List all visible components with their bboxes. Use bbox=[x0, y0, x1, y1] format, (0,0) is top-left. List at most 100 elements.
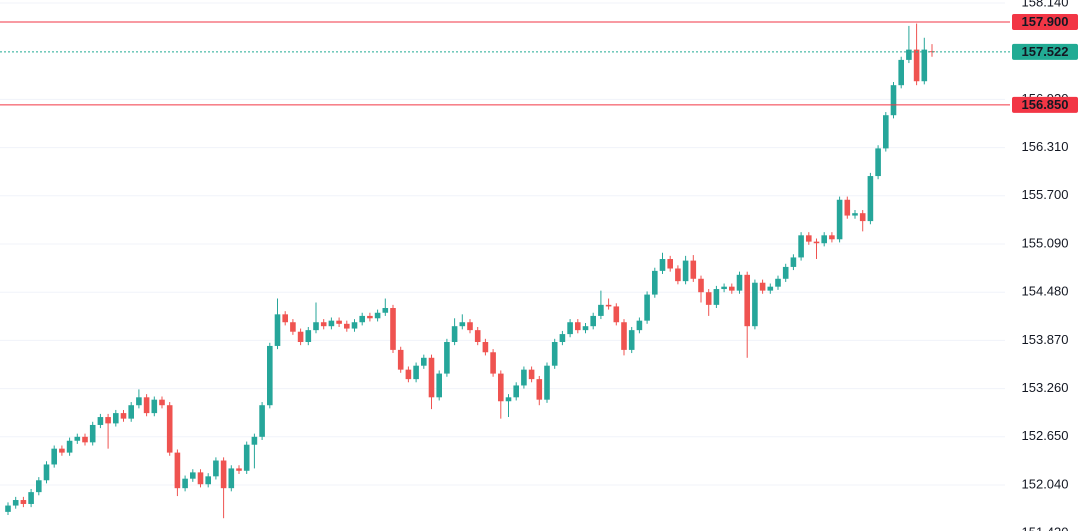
candle-body bbox=[89, 424, 96, 443]
price-badge bbox=[1012, 13, 1078, 30]
candle-body bbox=[806, 235, 812, 242]
candle-body bbox=[652, 270, 658, 295]
candle-body bbox=[12, 500, 19, 506]
candle-body bbox=[397, 349, 404, 370]
candle-body bbox=[213, 460, 219, 477]
candle-body bbox=[351, 322, 358, 329]
candle-body bbox=[290, 322, 296, 332]
candle-body bbox=[913, 49, 920, 82]
candle-body bbox=[698, 278, 704, 293]
candle-body bbox=[243, 444, 250, 471]
candle-body bbox=[621, 322, 627, 350]
y-tick-label: 152.040 bbox=[1022, 476, 1069, 491]
candle-body bbox=[498, 373, 504, 402]
candle-body bbox=[166, 405, 173, 453]
candle-body bbox=[444, 341, 450, 374]
candle-body bbox=[682, 260, 689, 282]
y-tick-label: 151.430 bbox=[1022, 525, 1069, 531]
candle-body bbox=[43, 464, 50, 481]
candle-body bbox=[413, 365, 419, 380]
candle-body bbox=[505, 397, 512, 402]
candle-body bbox=[151, 399, 158, 414]
candle-body bbox=[382, 308, 389, 313]
candle-body bbox=[559, 334, 566, 342]
candle-body bbox=[921, 49, 928, 82]
candle-body bbox=[197, 472, 204, 485]
candle-body bbox=[74, 436, 81, 441]
candle-body bbox=[428, 357, 435, 398]
candle-body bbox=[752, 282, 758, 327]
candle-body bbox=[328, 320, 335, 327]
price-label: 157.900 bbox=[1022, 14, 1069, 29]
candle-body bbox=[836, 199, 843, 240]
candle-body bbox=[575, 322, 581, 331]
y-tick-label: 155.700 bbox=[1022, 187, 1069, 202]
candle-body bbox=[721, 286, 727, 290]
candle-body bbox=[528, 369, 535, 380]
candle-body bbox=[844, 199, 851, 216]
candle-body bbox=[143, 397, 150, 414]
candle-body bbox=[867, 176, 874, 222]
price-lines: 157.900 157.522 156.850 bbox=[0, 14, 1078, 113]
candle-body bbox=[705, 292, 712, 305]
candle-body bbox=[644, 294, 650, 321]
candle-body bbox=[66, 440, 73, 453]
candle-body bbox=[628, 330, 635, 350]
candle-body bbox=[190, 472, 196, 479]
candle-body bbox=[436, 373, 442, 398]
candle-body bbox=[467, 322, 473, 331]
y-tick-label: 153.260 bbox=[1022, 380, 1069, 395]
candle-body bbox=[775, 278, 781, 287]
candle-body bbox=[821, 235, 827, 244]
candle-body bbox=[736, 274, 743, 291]
candle-body bbox=[667, 259, 673, 269]
candle-body bbox=[5, 505, 11, 512]
candle-body bbox=[598, 304, 604, 316]
y-tick-label: 153.870 bbox=[1022, 332, 1069, 347]
candle-body bbox=[297, 331, 304, 342]
candle-body bbox=[729, 286, 735, 291]
candle-body bbox=[251, 436, 258, 445]
candle-body bbox=[690, 260, 697, 279]
candle-body bbox=[20, 500, 27, 504]
candle-body bbox=[359, 315, 365, 323]
candle-body bbox=[320, 322, 327, 327]
candle-body bbox=[274, 314, 281, 346]
candle-body bbox=[105, 417, 111, 424]
candle-body bbox=[159, 399, 165, 406]
candle-body bbox=[898, 59, 904, 86]
candle-body bbox=[174, 452, 181, 489]
candle-body bbox=[782, 266, 789, 279]
candle-body bbox=[829, 235, 835, 240]
candle-body bbox=[136, 397, 142, 406]
price-badge bbox=[1012, 96, 1078, 113]
candle-body bbox=[813, 241, 820, 244]
candle-body bbox=[113, 413, 119, 424]
candle-body bbox=[852, 213, 858, 216]
candle-body bbox=[521, 369, 527, 386]
candle-body bbox=[482, 341, 489, 353]
candle-body bbox=[374, 312, 381, 319]
candle-body bbox=[59, 448, 65, 453]
candle-body bbox=[490, 352, 496, 374]
y-tick-label: 155.090 bbox=[1022, 235, 1069, 250]
candle-body bbox=[236, 468, 242, 471]
candle-body bbox=[474, 330, 481, 342]
candle-body bbox=[536, 379, 543, 400]
candle-body bbox=[790, 257, 797, 267]
y-tick-label: 156.310 bbox=[1022, 139, 1069, 154]
candle-body bbox=[182, 478, 188, 489]
candle-body bbox=[513, 385, 519, 398]
price-label: 156.850 bbox=[1022, 97, 1069, 112]
candles bbox=[5, 23, 935, 519]
candle-body bbox=[582, 326, 589, 331]
candle-body bbox=[613, 306, 620, 323]
candle-body bbox=[798, 235, 804, 258]
candle-body bbox=[906, 49, 912, 60]
candle-body bbox=[590, 315, 596, 327]
candle-body bbox=[259, 405, 265, 437]
candle-body bbox=[28, 492, 34, 504]
